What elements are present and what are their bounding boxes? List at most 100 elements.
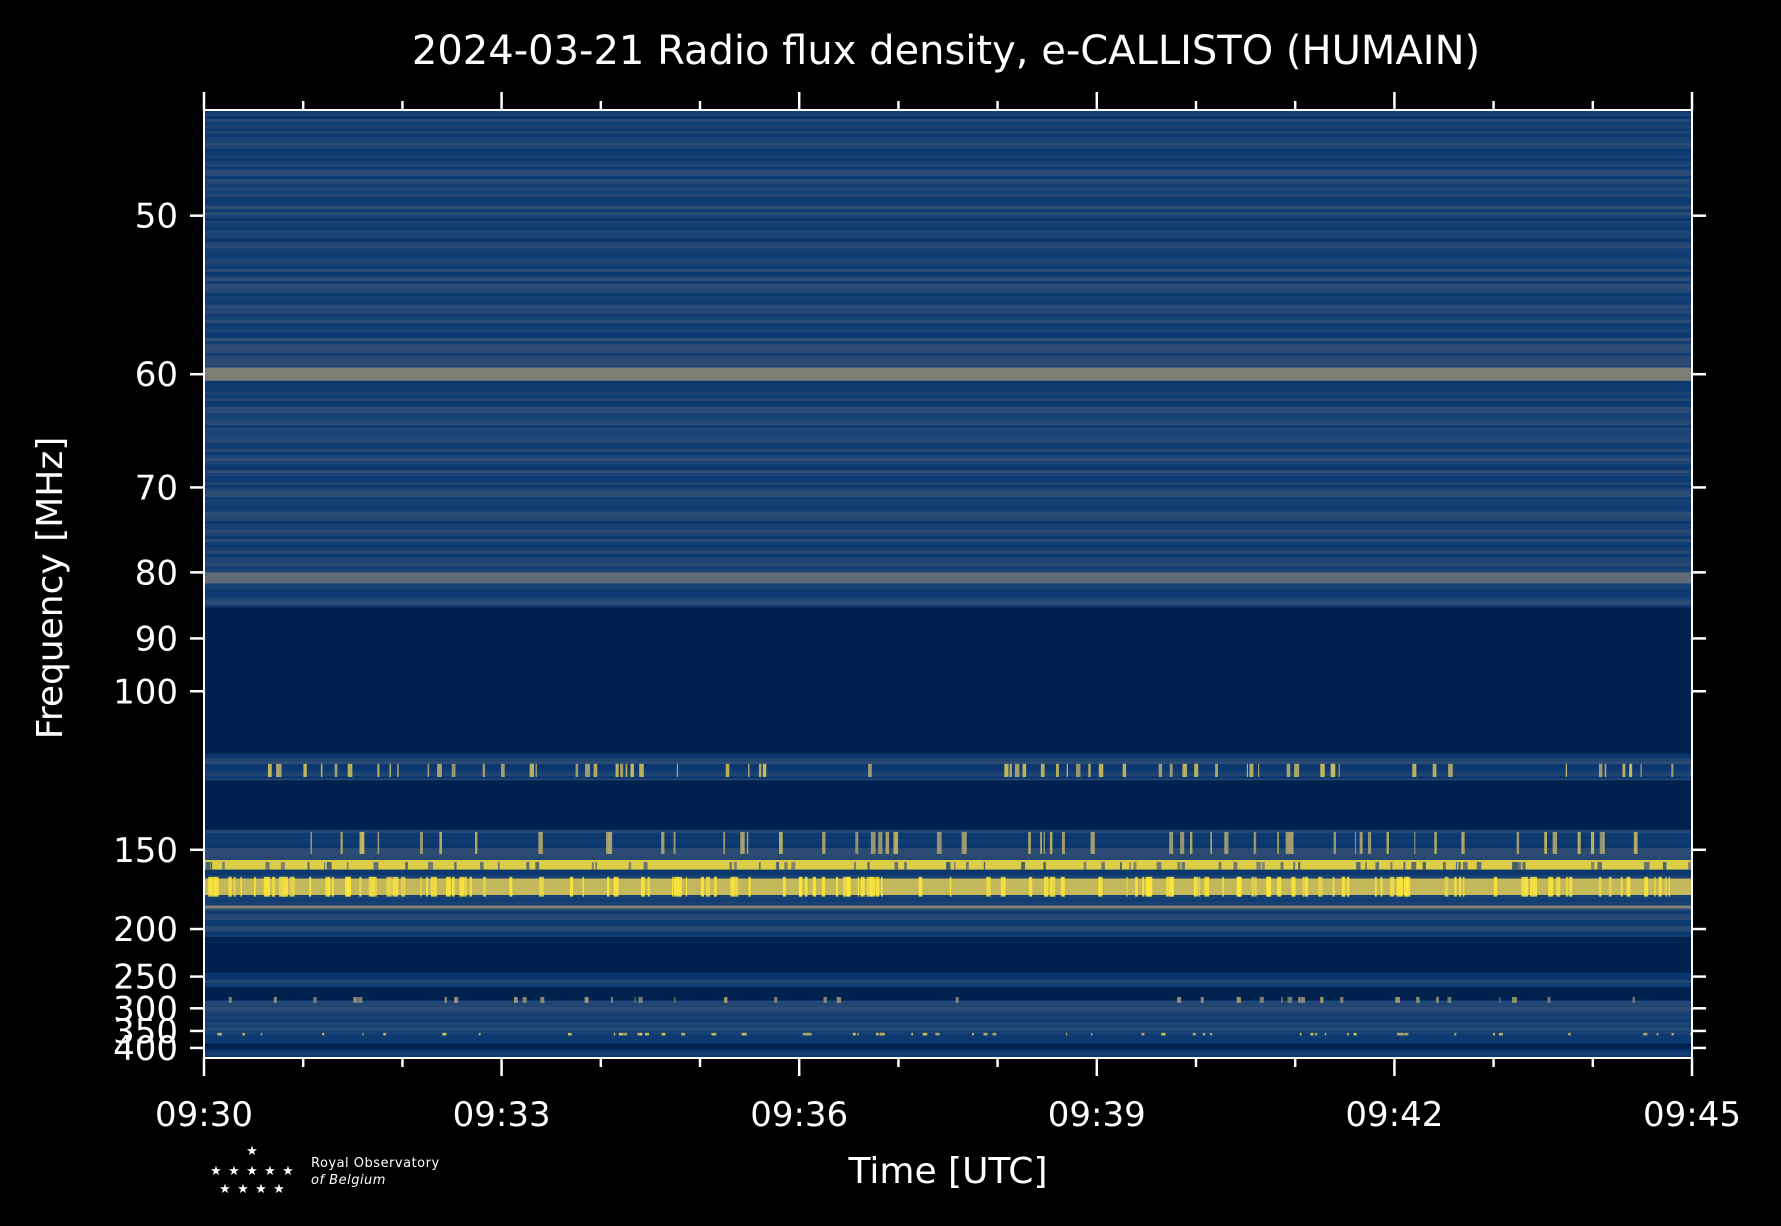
speckle [377,831,380,854]
channel-row [204,1040,1692,1043]
speckle [1215,763,1218,778]
svg-text:★: ★ [219,1182,231,1197]
speckle [308,876,312,897]
speckle [386,876,391,897]
speckle [992,1032,997,1036]
channel-row [204,506,1692,509]
speckle [370,876,376,897]
speckle [1447,996,1452,1003]
speckle [1405,876,1411,897]
speckle [1169,831,1174,854]
speckle [1083,861,1087,870]
speckle [1565,876,1568,897]
channel-row [204,320,1692,323]
channel-row [204,896,1692,899]
observatory-name: Royal Observatory of Belgium [311,1155,440,1189]
channel-row [204,212,1692,215]
speckle [345,876,350,897]
channel-row [204,830,1692,833]
channel-row [204,1001,1692,1004]
speckle [1192,1032,1196,1036]
speckle [1090,831,1095,854]
channel-row [204,1037,1692,1040]
speckle [359,831,364,854]
channel-row [204,227,1692,230]
speckle [893,831,899,854]
speckle [482,876,487,897]
speckle [1556,876,1561,897]
speckle [1354,831,1357,854]
speckle [1374,876,1377,897]
channel-row [204,1025,1692,1028]
channel-row [204,302,1692,305]
speckle [420,876,422,897]
speckle [714,876,717,897]
speckle [1516,831,1520,854]
speckle [208,876,213,897]
speckle [310,831,312,854]
channel-row [204,497,1692,500]
channel-row [204,413,1692,416]
channel-row [204,431,1692,434]
speckle [289,876,294,897]
speckle [1444,876,1449,897]
channel-row [204,113,1692,116]
channel-row [204,236,1692,239]
speckle [777,861,780,870]
speckle [397,763,399,778]
speckle [442,1032,446,1036]
speckle [427,763,430,778]
speckle [724,996,728,1003]
channel-row [204,590,1692,593]
masked-band [204,1043,1692,1050]
speckle [540,996,545,1003]
channel-row [204,503,1692,506]
speckle [1332,876,1335,897]
speckle [1022,763,1027,778]
speckle [1521,876,1526,897]
speckle [1004,763,1009,778]
channel-row [204,218,1692,221]
speckle [1209,1032,1213,1036]
speckle [1629,763,1633,778]
speckle [847,876,851,897]
speckle [1492,1032,1495,1036]
channel-row [204,1031,1692,1034]
channel-row [204,770,1692,773]
channel-row [204,128,1692,131]
y-tick-label: 300 [113,989,178,1029]
channel-row [204,908,1692,911]
speckle [1590,831,1595,854]
speckle [233,876,236,897]
speckle [498,861,500,870]
svg-text:★: ★ [273,1182,285,1197]
speckle [1141,1032,1145,1036]
logo-line-1: Royal Observatory [311,1156,440,1171]
speckle [1622,763,1626,778]
channel-row [204,146,1692,149]
speckle [1331,763,1336,778]
speckle [1599,831,1605,854]
speckle [326,861,332,870]
spectrogram-cells [204,110,1692,1058]
channel-row [204,428,1692,431]
speckle [972,1032,974,1036]
masked-band [204,987,1692,1000]
channel-row [204,488,1692,491]
channel-row [204,281,1692,284]
speckle [280,861,285,870]
speckle [674,996,676,1003]
speckle [1304,876,1309,897]
speckle [459,876,465,897]
channel-row [204,272,1692,275]
speckle [1643,1032,1648,1036]
channel-row [204,854,1692,857]
speckle [634,996,636,1003]
speckle [1298,861,1301,870]
channel-row [204,203,1692,206]
channel-row [204,869,1692,872]
speckle [454,861,457,870]
speckle [748,876,751,897]
channel-row [204,422,1692,425]
speckle [1643,861,1649,870]
